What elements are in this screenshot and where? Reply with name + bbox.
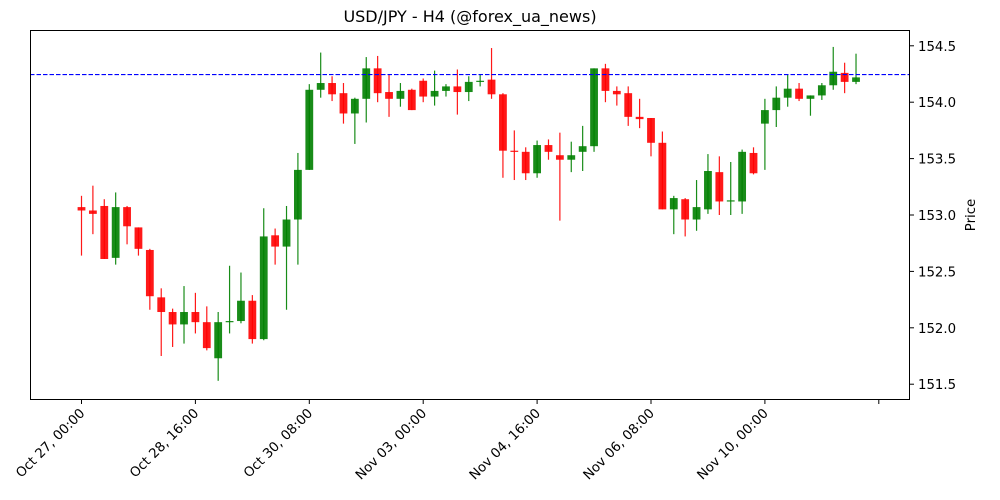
candle [499, 93, 507, 178]
candle [453, 69, 462, 115]
candle [214, 312, 223, 381]
y-tick-label: 152.5 [918, 265, 956, 280]
candle [396, 83, 405, 107]
candle [612, 86, 621, 106]
candle [738, 149, 747, 214]
candle [259, 208, 268, 341]
candle [852, 53, 860, 85]
candle [134, 227, 143, 256]
candle [692, 180, 701, 231]
candle [202, 306, 211, 351]
candle [658, 131, 667, 210]
candle [385, 73, 393, 117]
candle [487, 48, 496, 99]
candle [635, 98, 644, 129]
candle [180, 286, 188, 344]
candle [191, 292, 200, 334]
y-axis-label: Price [964, 199, 979, 231]
candle [305, 84, 314, 170]
candle [407, 88, 416, 111]
candle [237, 272, 245, 324]
candle [282, 205, 291, 310]
candle [123, 205, 131, 245]
candle [544, 139, 553, 160]
x-tick-label: Oct 28, 16:00 [127, 406, 202, 481]
y-tick-label: 151.5 [918, 378, 956, 393]
candle [806, 95, 815, 116]
candle [749, 147, 758, 175]
candle [100, 199, 109, 259]
candle [521, 147, 530, 181]
y-tick-label: 154.5 [918, 40, 956, 55]
candles-layer [77, 46, 860, 381]
x-tick-label: Nov 04, 16:00 [467, 406, 544, 483]
x-tick-label: Nov 03, 00:00 [353, 406, 430, 483]
candle [510, 130, 519, 181]
candle [829, 46, 838, 90]
candle [555, 132, 564, 221]
candle [726, 161, 735, 215]
candle [373, 55, 382, 103]
candle [795, 83, 803, 102]
candle [430, 70, 439, 106]
candle [647, 117, 655, 157]
candle [168, 308, 177, 347]
candle [248, 295, 257, 344]
candle [533, 140, 541, 178]
x-tick-label: Nov 10, 00:00 [695, 406, 772, 483]
candle [464, 76, 473, 102]
candle [271, 228, 280, 265]
y-tick-label: 153.0 [918, 209, 956, 224]
candle [157, 288, 166, 357]
candle [590, 68, 598, 152]
candle [783, 73, 792, 107]
candle [761, 98, 769, 170]
candle [88, 185, 97, 235]
candle [442, 84, 450, 97]
candle [350, 97, 359, 144]
candle [111, 192, 120, 265]
candle [294, 152, 302, 265]
chart-title: USD/JPY - H4 (@forex_ua_news) [343, 7, 596, 27]
candle [225, 265, 234, 334]
candle [840, 62, 849, 94]
candle [476, 73, 485, 87]
candle [145, 248, 154, 310]
candle [624, 86, 633, 126]
y-tick-label: 153.5 [918, 153, 956, 168]
candle [669, 195, 678, 235]
x-tick-label: Nov 06, 08:00 [581, 406, 658, 483]
candle [316, 52, 325, 98]
candle [772, 86, 781, 128]
y-tick-label: 152.0 [918, 322, 956, 337]
candle [362, 57, 371, 123]
candle [419, 78, 428, 103]
x-axis: Oct 27, 00:00 Oct 28, 16:00 Oct 30, 08:00 N… [13, 400, 880, 483]
y-axis: 151.5 152.0 152.5 153.0 153.5 154.0 154.5 [910, 40, 956, 393]
plot-frame [30, 30, 910, 400]
candle [567, 141, 576, 173]
candle [601, 63, 610, 103]
x-tick-label: Oct 27, 00:00 [13, 406, 88, 481]
candle [681, 198, 690, 237]
y-tick-label: 154.0 [918, 96, 956, 111]
candle [328, 76, 336, 102]
candle [339, 83, 348, 124]
candle [578, 125, 587, 172]
candle [817, 83, 826, 100]
x-tick-label: Oct 30, 08:00 [241, 406, 316, 481]
candle [715, 156, 724, 215]
candle [77, 195, 86, 256]
candle [704, 154, 712, 214]
